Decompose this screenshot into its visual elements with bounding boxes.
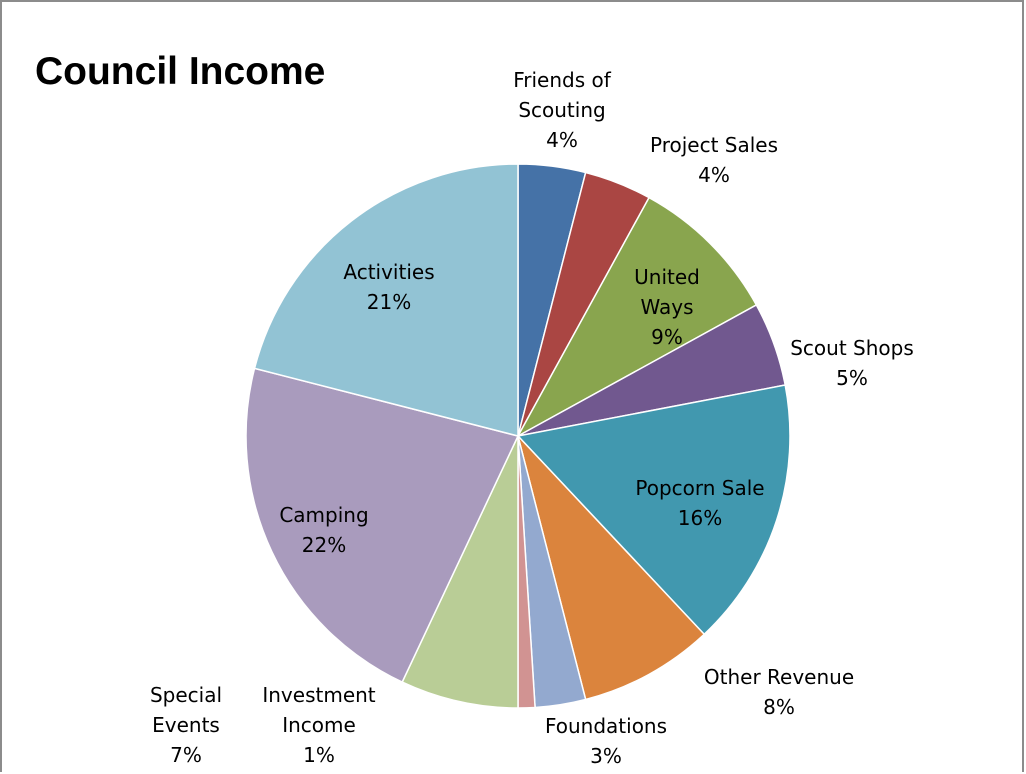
slice-label-special-events: Special Events 7% [150, 683, 222, 767]
pie-slice-other-revenue [517, 435, 706, 701]
slice-label-camping: Camping 22% [279, 503, 368, 557]
chart-title: Council Income [35, 50, 326, 93]
pie-slices [245, 163, 791, 709]
pie-slice-camping [245, 367, 520, 684]
slice-labels: Friends of Scouting 4% Project Sales 4% Unite… [150, 68, 914, 768]
slice-label-other-revenue: Other Revenue 8% [704, 665, 854, 719]
slice-label-activities: Activities 21% [343, 260, 434, 314]
slice-label-investment-income: Investment Income 1% [262, 683, 375, 767]
slice-label-foundations: Foundations 3% [545, 714, 667, 768]
slice-label-scout-shops: Scout Shops 5% [790, 336, 914, 390]
slice-label-friends-of-scouting: Friends of Scouting 4% [513, 68, 612, 152]
slice-label-popcorn-sale: Popcorn Sale 16% [635, 476, 764, 530]
slice-label-project-sales: Project Sales 4% [650, 133, 778, 187]
slice-label-united-ways: United Ways 9% [634, 265, 700, 349]
pie-slice-activities [253, 163, 519, 437]
pie-slice-united-ways [516, 196, 758, 438]
pie-slice-popcorn-sale [516, 384, 791, 636]
pie-slice-special-events [401, 435, 519, 709]
